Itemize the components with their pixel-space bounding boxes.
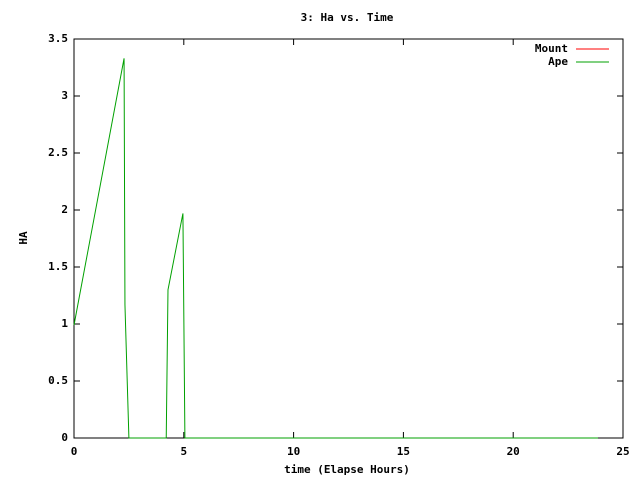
y-tick-label: 1.5 bbox=[48, 260, 68, 273]
y-tick-label: 0.5 bbox=[48, 374, 68, 387]
x-tick-label: 0 bbox=[71, 445, 78, 458]
y-tick-label: 1 bbox=[61, 317, 68, 330]
x-axis-label: time (Elapse Hours) bbox=[284, 463, 410, 476]
y-tick-label: 2.5 bbox=[48, 146, 68, 159]
y-axis-label: HA bbox=[17, 231, 30, 245]
series-line bbox=[73, 58, 598, 439]
y-tick-label: 3.5 bbox=[48, 32, 68, 45]
legend-label: Ape bbox=[548, 55, 568, 68]
chart-title: 3: Ha vs. Time bbox=[301, 11, 394, 24]
x-tick-label: 10 bbox=[287, 445, 300, 458]
x-tick-label: 20 bbox=[507, 445, 520, 458]
y-tick-label: 3 bbox=[61, 89, 68, 102]
x-tick-label: 25 bbox=[616, 445, 629, 458]
x-tick-label: 15 bbox=[397, 445, 410, 458]
y-tick-label: 2 bbox=[61, 203, 68, 216]
legend-label: Mount bbox=[535, 42, 568, 55]
y-tick-label: 0 bbox=[61, 431, 68, 444]
x-tick-label: 5 bbox=[180, 445, 187, 458]
